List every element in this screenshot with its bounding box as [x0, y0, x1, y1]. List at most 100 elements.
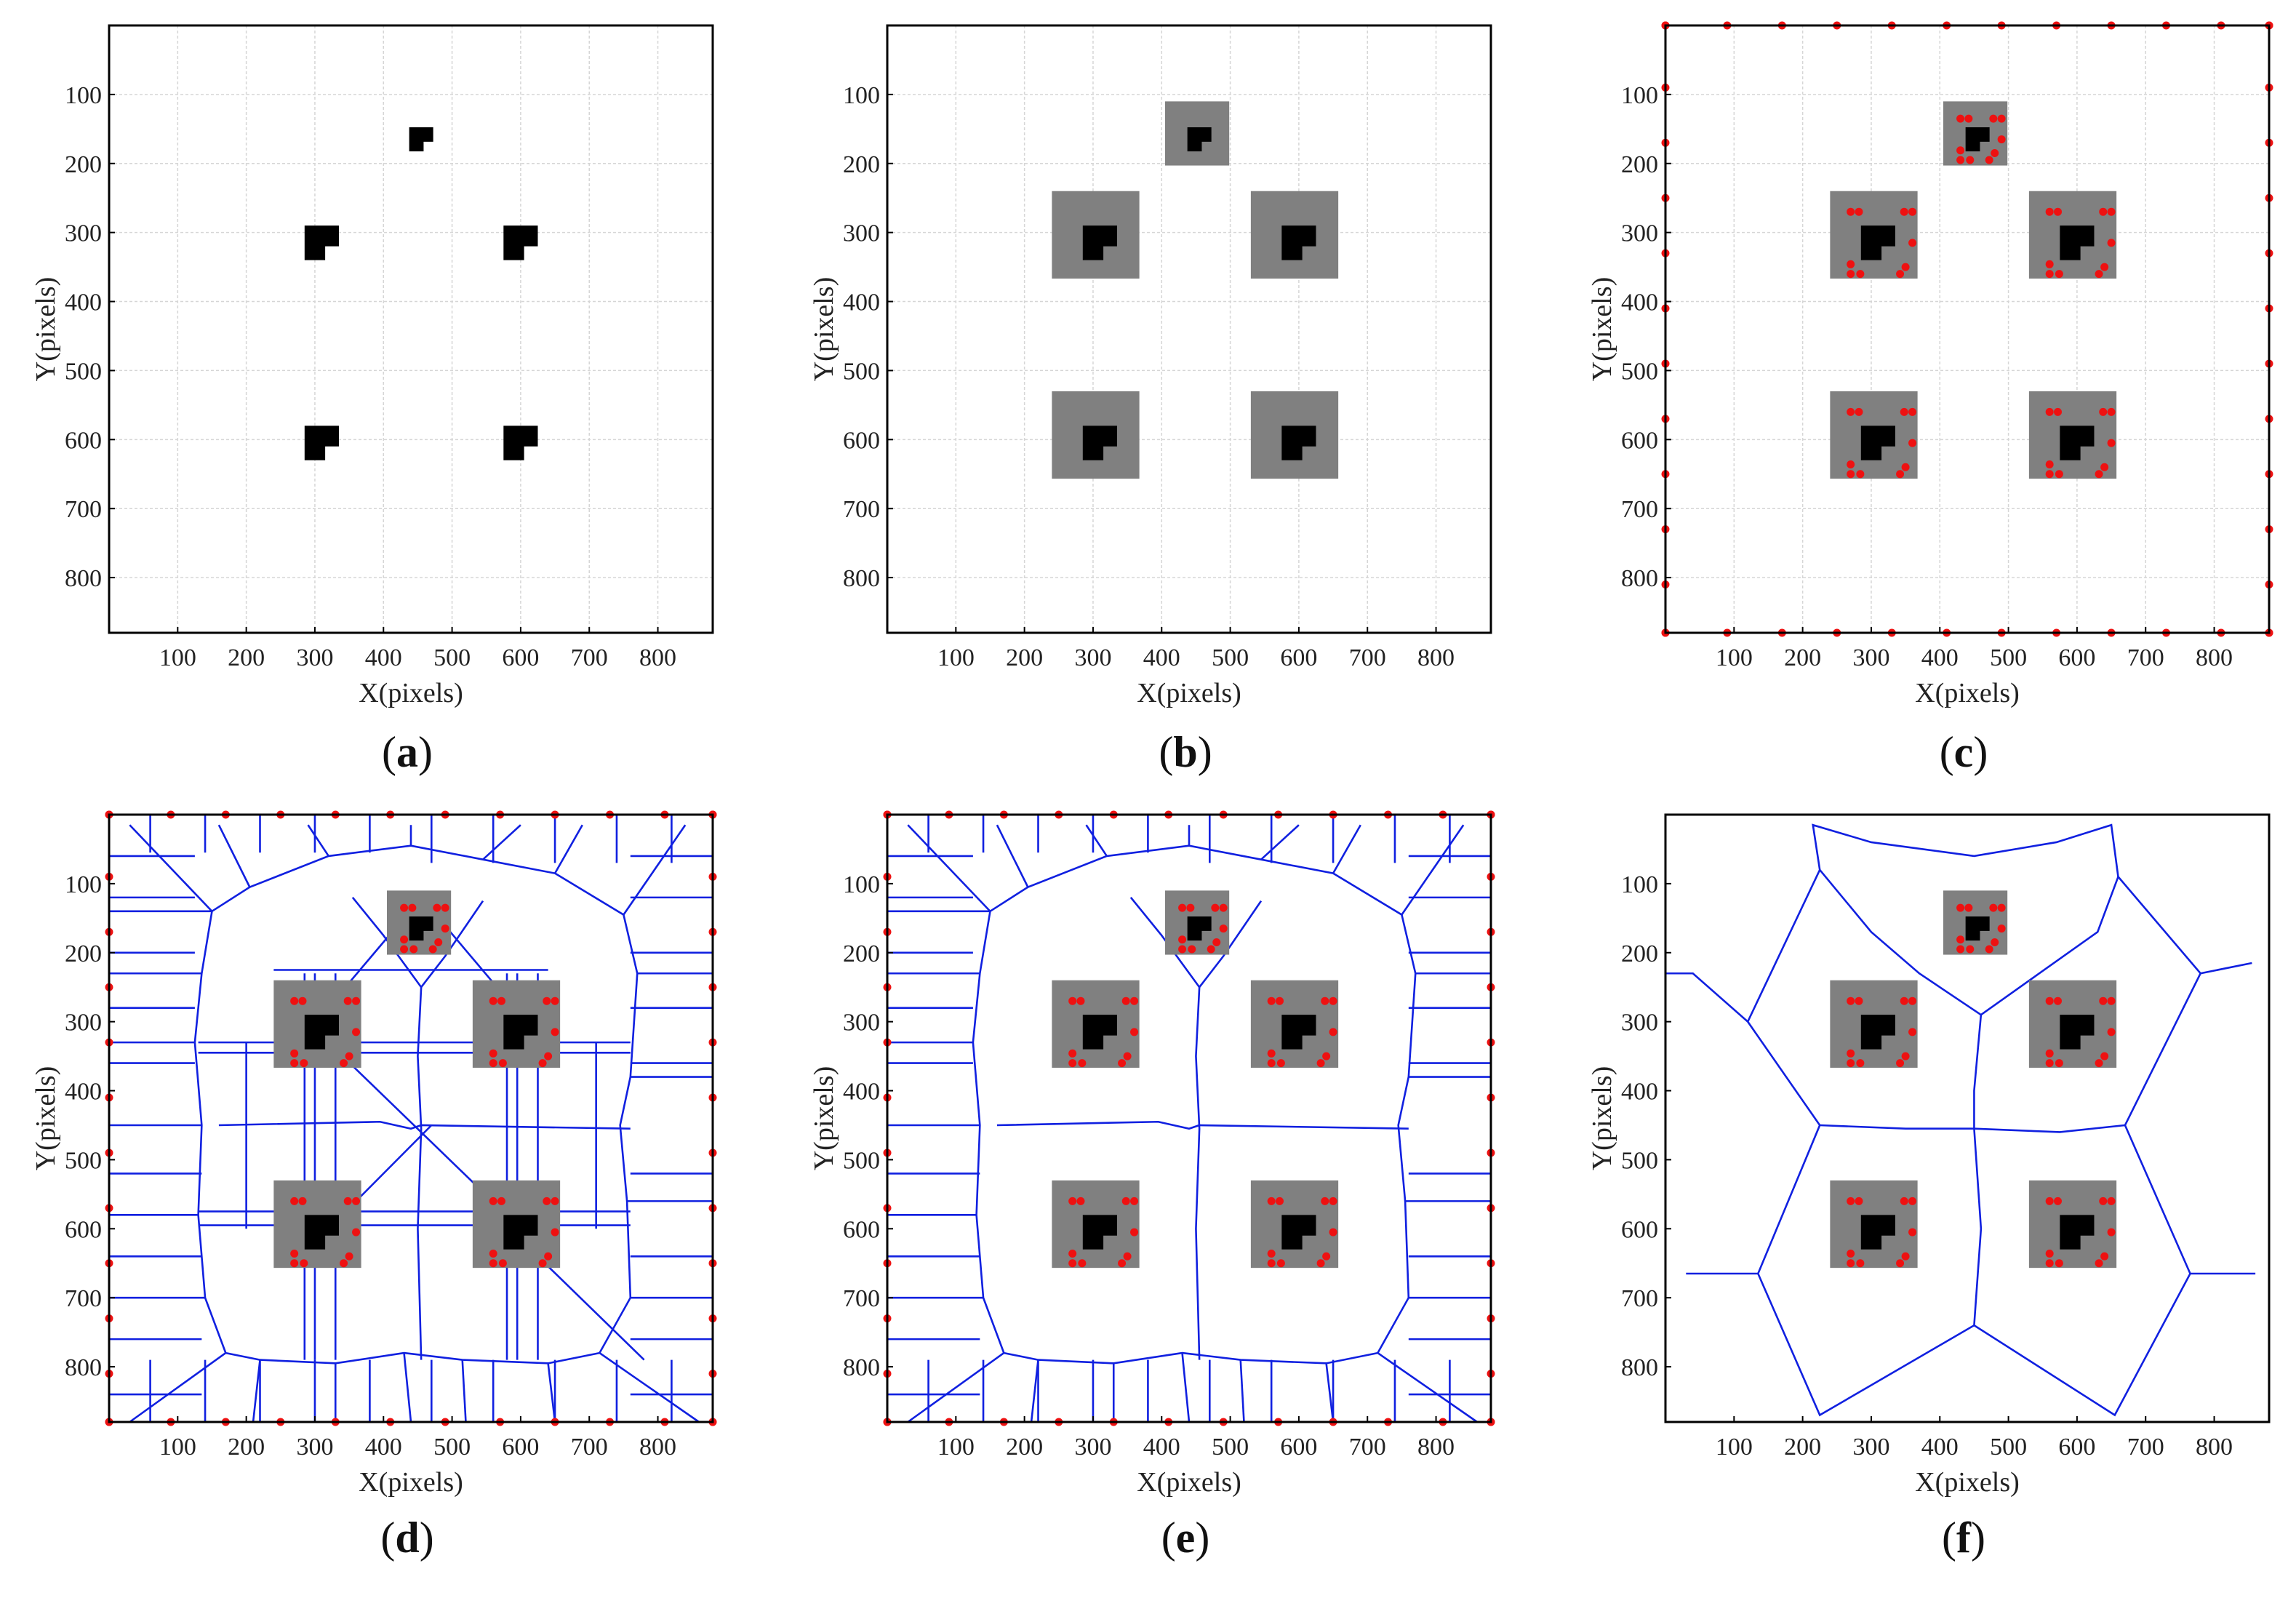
corner-point: [2099, 1196, 2108, 1205]
y-tick-label: 100: [65, 871, 102, 898]
y-tick-label: 200: [1621, 151, 1658, 178]
skeleton-spoke: [217, 824, 251, 888]
corner-point: [1908, 239, 1917, 247]
corner-point: [1908, 407, 1917, 416]
corner-point: [1078, 1059, 1087, 1068]
corner-point: [1956, 935, 1965, 944]
corner-point: [1901, 1052, 1910, 1060]
y-tick-label: 400: [1621, 1079, 1658, 1106]
corner-point: [2055, 470, 2063, 479]
x-axis-label: X(pixels): [359, 1467, 463, 1498]
corner-point: [1123, 1052, 1132, 1060]
corner-point: [1896, 1259, 1905, 1268]
corner-point: [1121, 1196, 1130, 1205]
y-tick-label: 800: [843, 565, 880, 592]
x-tick-label: 500: [433, 1434, 471, 1461]
x-tick-label: 700: [571, 644, 608, 671]
y-axis-label: Y(pixels): [31, 277, 61, 382]
corner-point: [489, 1259, 497, 1268]
corner-point: [290, 1249, 299, 1258]
x-tick-label: 100: [159, 1434, 196, 1461]
panel-b: 100 200 300 400 500 600 700 800 100 200 300 400 500 6…: [807, 15, 1564, 815]
corner-point: [489, 996, 497, 1005]
corner-point: [2045, 470, 2054, 479]
y-axis-label: Y(pixels): [31, 1066, 61, 1171]
y-tick-label: 600: [1621, 427, 1658, 454]
corner-point: [290, 1196, 299, 1205]
x-tick-label: 300: [1852, 1434, 1889, 1461]
x-tick-label: 300: [296, 644, 333, 671]
obstacle-upper-left: [1082, 225, 1117, 260]
corner-point: [2107, 1196, 2116, 1205]
obstacle-lower-left: [1860, 1215, 1895, 1250]
x-tick-label: 200: [1006, 1434, 1043, 1461]
y-tick-label: 200: [65, 940, 102, 967]
obstacle-upper-right: [2060, 1015, 2095, 1050]
x-tick-label: 200: [1784, 1434, 1821, 1461]
skeleton-simplified-horizontal: [1820, 1124, 2126, 1133]
corner-point: [300, 1059, 308, 1068]
corner-point: [2099, 207, 2108, 216]
corner-point: [2045, 1259, 2054, 1268]
x-axis-label: X(pixels): [1137, 678, 1241, 708]
corner-point: [1267, 1196, 1276, 1205]
corner-point: [1130, 996, 1139, 1005]
x-tick-label: 100: [1716, 1434, 1753, 1461]
corner-point: [345, 1252, 353, 1261]
corner-point: [1188, 945, 1196, 954]
corner-point: [1956, 945, 1965, 954]
corner-point: [1991, 938, 1999, 947]
obstacle-lower-right: [2060, 1215, 2095, 1250]
y-tick-label: 700: [843, 1285, 880, 1312]
obstacle-lower-left: [1082, 1215, 1117, 1250]
corner-point: [433, 903, 441, 912]
skeleton-spoke: [461, 1359, 467, 1423]
corner-point: [1901, 463, 1910, 471]
y-axis-label: Y(pixels): [809, 1066, 839, 1171]
obstacle-upper-right: [1281, 1015, 1316, 1050]
skeleton-spoke: [252, 1359, 261, 1423]
x-tick-label: 300: [296, 1434, 333, 1461]
obstacle-lower-right: [503, 1215, 538, 1250]
corner-point: [1956, 114, 1965, 123]
obstacle-top: [409, 127, 433, 152]
x-tick-label: 500: [1990, 1434, 2027, 1461]
corner-point: [1900, 207, 1908, 216]
y-tick-label: 500: [65, 358, 102, 385]
corner-point: [1211, 903, 1220, 912]
corner-point: [1068, 1049, 1077, 1058]
corner-point: [1276, 996, 1284, 1005]
chart-a: 100 200 300 400 500 600 700 800 100 200 300 400 500 6…: [31, 24, 714, 708]
y-tick-label: 700: [65, 496, 102, 523]
corner-point: [340, 1059, 348, 1068]
axes-frame: [108, 813, 714, 1423]
corner-point: [2095, 470, 2103, 479]
corner-point: [352, 1228, 361, 1237]
skeleton-spoke: [307, 824, 329, 857]
y-tick-label: 700: [843, 496, 880, 523]
corner-point: [409, 945, 418, 954]
x-tick-label: 700: [571, 1434, 608, 1461]
corner-point: [400, 945, 409, 954]
corner-point: [1276, 1196, 1284, 1205]
corner-point: [441, 924, 449, 933]
x-tick-label: 600: [502, 644, 539, 671]
corner-point: [2045, 270, 2054, 279]
corner-point: [1855, 996, 1863, 1005]
x-tick-label: 600: [2058, 644, 2095, 671]
corner-point: [1966, 156, 1975, 164]
x-tick-label: 500: [1212, 1434, 1249, 1461]
corner-point: [1964, 903, 1973, 912]
y-axis-label: Y(pixels): [809, 277, 839, 382]
corner-point: [1985, 156, 1993, 164]
corner-point: [2099, 996, 2108, 1005]
corner-point: [1267, 1249, 1276, 1258]
y-tick-label: 100: [65, 82, 102, 109]
obstacle-upper-left: [1860, 225, 1895, 260]
y-tick-label: 600: [65, 427, 102, 454]
chart-d: 100 200 300 400 500 600 700 800 100 200 300 400 500 6…: [31, 810, 717, 1498]
skeleton-spoke: [482, 824, 521, 860]
x-tick-label: 500: [1212, 644, 1249, 671]
skeleton-vertical: [417, 987, 423, 1360]
corner-point: [300, 1259, 308, 1268]
